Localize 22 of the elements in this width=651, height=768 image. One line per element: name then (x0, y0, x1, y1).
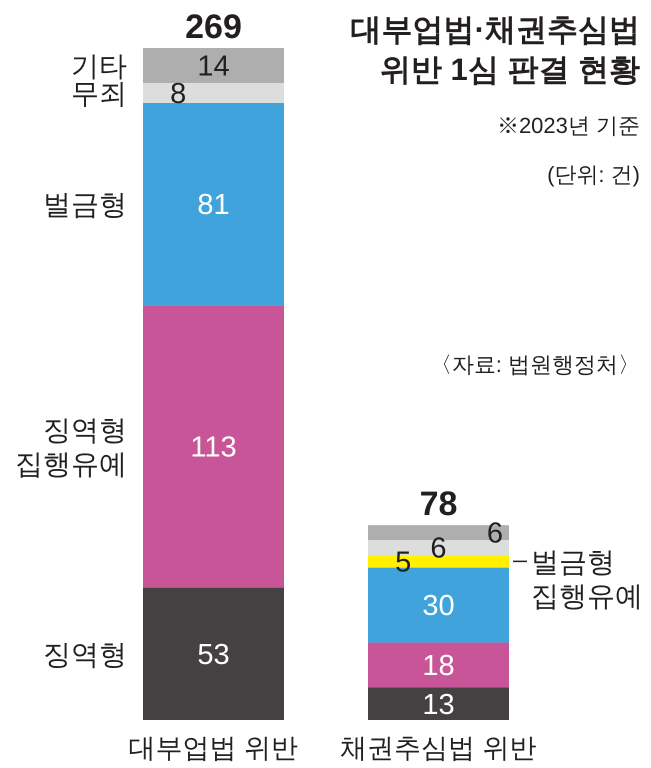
series-label: 벌금형 집행유예 (531, 546, 643, 612)
annotation: (단위: 건) (547, 162, 640, 187)
data-label: 53 (197, 638, 230, 671)
data-label: 13 (422, 688, 455, 721)
x-tick-label: 대부업법 위반 (128, 733, 298, 763)
x-tick-label: 채권추심법 위반 (340, 733, 537, 763)
annotation: ※2023년 기준 (496, 113, 640, 138)
data-label: 14 (197, 50, 230, 82)
series-label: 징역형 집행유예 (15, 414, 127, 480)
data-label: 18 (422, 650, 455, 682)
chart-title: 대부업법·채권추심법 위반 1심 판결 현황 (350, 12, 640, 87)
total-label: 78 (420, 485, 458, 524)
series-label: 벌금형 (43, 189, 127, 220)
data-label: 113 (190, 431, 237, 464)
total-label: 269 (185, 8, 242, 46)
data-label: 81 (197, 189, 230, 222)
data-label: 8 (170, 78, 186, 110)
series-label: 기타 (71, 50, 127, 82)
series-label: 징역형 (43, 638, 127, 670)
annotation: 〈자료: 법원행정처〉 (430, 352, 640, 377)
data-label: 30 (422, 590, 455, 622)
data-label: 6 (486, 518, 503, 550)
